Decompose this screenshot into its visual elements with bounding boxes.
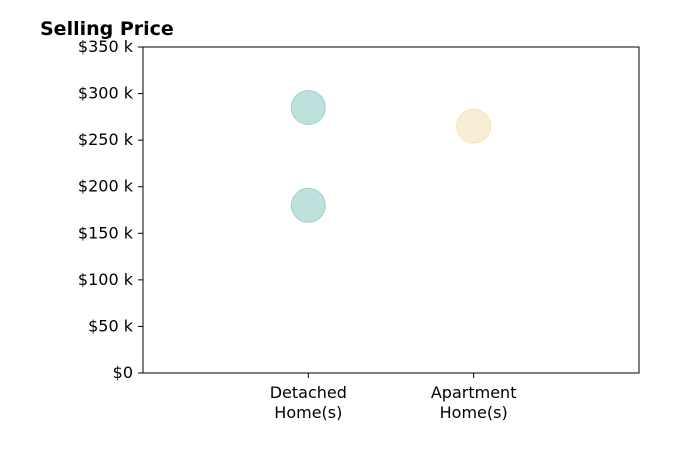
y-tick-label: $200 k — [78, 177, 134, 196]
y-tick-label: $250 k — [78, 130, 134, 149]
chart-title: Selling Price — [40, 18, 174, 40]
y-tick-label: $0 — [113, 363, 133, 382]
data-point — [290, 187, 326, 223]
x-axis: Detached Home(s) Apartment Home(s) — [270, 373, 517, 422]
y-tick-label: $350 k — [78, 37, 134, 56]
data-point — [456, 108, 492, 144]
data-point — [290, 90, 326, 126]
data-points — [290, 90, 492, 223]
y-tick-label: $100 k — [78, 270, 134, 289]
y-tick-label: $150 k — [78, 223, 134, 242]
y-tick-label: $50 k — [88, 316, 134, 335]
x-tick-label: Apartment Home(s) — [431, 383, 517, 422]
plot-frame — [142, 46, 640, 374]
y-tick-label: $300 k — [78, 84, 134, 103]
x-tick-label: Detached Home(s) — [270, 383, 347, 422]
y-axis: $0 $50 k $100 k $150 k $200 k $250 k $300 k $35… — [78, 37, 143, 382]
